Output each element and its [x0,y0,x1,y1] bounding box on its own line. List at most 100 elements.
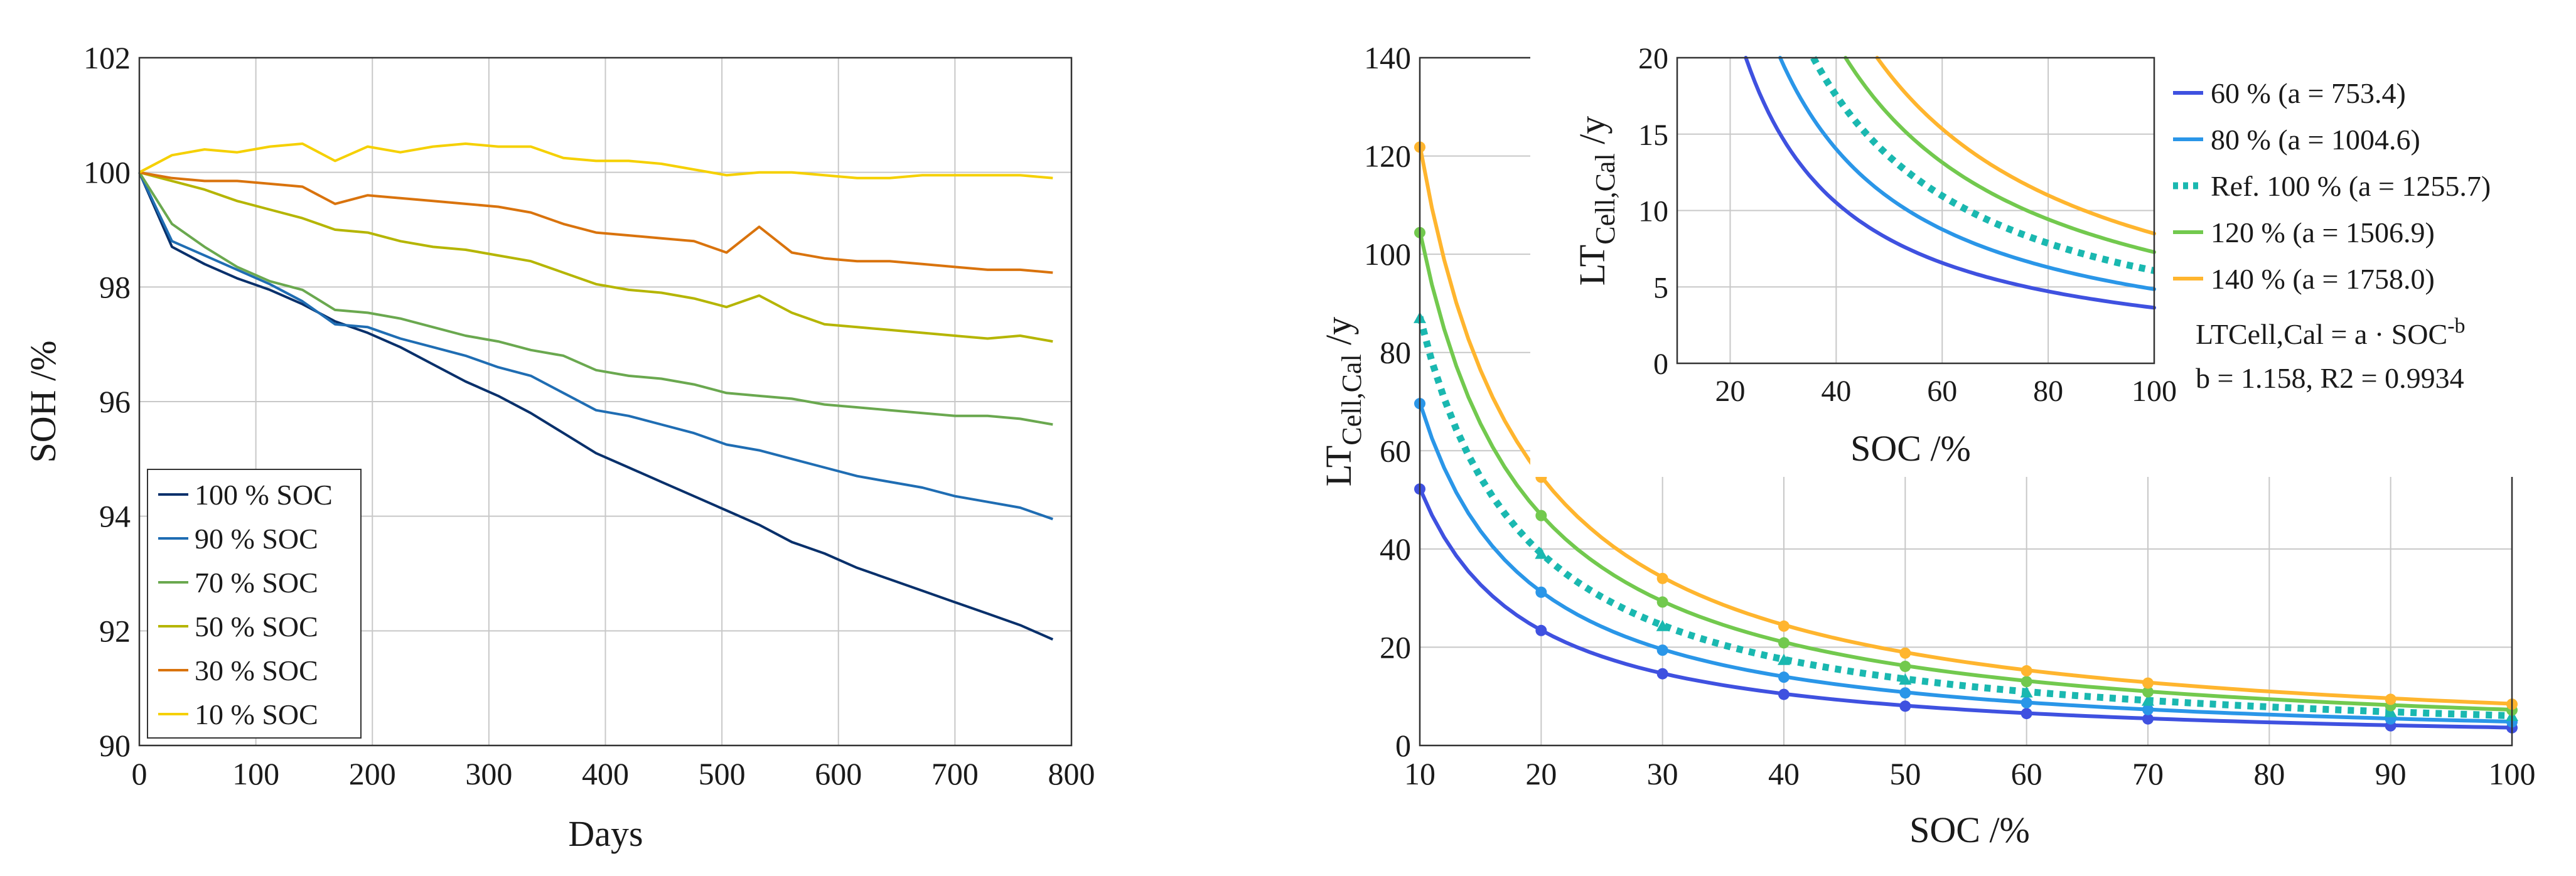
series-line-100-soc [138,171,1054,641]
y-tick-label: 120 [1364,139,1411,174]
data-point-marker [1899,673,1912,685]
x-tick-label: 40 [1821,375,1851,408]
data-point-marker [1535,547,1548,559]
formula-main: LTCell,Cal = a · SOC [2196,318,2447,350]
y-tick-label: 100 [1364,237,1411,272]
legend-label: 70 % SOC [195,567,318,599]
legend-label: 60 % (a = 753.4) [2211,77,2406,109]
y-tick-label: 100 [83,155,131,190]
inset-tick-labels: 20 40 60 80 100 0 5 10 15 20 [1638,42,2177,408]
data-point-marker [1535,510,1547,521]
inset-y-axis-label-suffix: /y [1572,116,1613,154]
x-tick-label: 500 [699,756,746,791]
data-point-marker [1899,700,1911,712]
inset-series-line [1744,56,2156,310]
series-line-30-soc [139,171,1053,274]
right-series-group [1414,141,2518,734]
data-point-marker [2142,677,2154,689]
left-y-axis-label: SOH /% [23,341,63,463]
legend-label: 140 % (a = 1758.0) [2211,263,2435,295]
x-tick-label: 300 [465,756,512,791]
left-legend: 100 % SOC 90 % SOC 70 % SOC 50 % SOC 30 % SO… [147,469,362,739]
right-y-axis-label-sub: Cell,Cal [1336,354,1367,445]
formula-text: LTCell,Cal = a · SOC-b [2196,314,2466,350]
x-tick-label: 100 [2489,756,2536,791]
x-tick-label: 80 [2253,756,2285,791]
legend-label: 50 % SOC [195,611,318,643]
data-point-marker [1778,688,1790,700]
inset-series-line [1843,56,2156,254]
data-point-marker [1899,647,1911,659]
data-point-marker [2384,705,2397,717]
left-x-axis-label: Days [568,813,643,854]
left-chart: 0 100 200 300 400 500 600 700 800 90 92 94 96 98 100 10… [23,40,1095,854]
data-point-marker [1535,624,1547,636]
series-line-50-soc [139,171,1053,343]
x-tick-label: 10 [1404,756,1436,791]
x-tick-label: 60 [1927,375,1957,408]
y-tick-label: 140 [1364,40,1411,75]
data-point-marker [1656,619,1669,631]
data-point-marker [1778,671,1790,683]
inset-y-axis-label: LTCell,Cal /y [1572,116,1621,286]
data-point-marker [1899,660,1911,672]
y-tick-label: 40 [1380,531,1411,567]
data-point-marker [2385,693,2396,705]
x-tick-label: 800 [1048,756,1095,791]
x-tick-label: 600 [815,756,862,791]
main-series-line [1416,316,2513,719]
x-tick-label: 100 [2132,375,2177,408]
data-point-marker [1656,644,1668,656]
inset-plot-frame [1676,56,2155,365]
x-tick-label: 90 [2375,756,2407,791]
data-point-marker [1656,572,1668,584]
left-plot-frame [138,56,1073,747]
left-tick-labels: 0 100 200 300 400 500 600 700 800 90 92 94 96 98 100 10… [83,40,1095,791]
main-series-line [1418,486,2514,730]
y-tick-label: 0 [1653,348,1668,381]
legend-label: 30 % SOC [195,654,318,686]
y-tick-label: 60 [1380,433,1411,468]
data-point-marker [2142,686,2154,698]
data-point-marker [2142,703,2154,715]
x-tick-label: 70 [2132,756,2164,791]
data-point-marker [2021,697,2032,708]
series-line-90-soc [138,171,1053,521]
legend-label: 120 % (a = 1506.9) [2211,216,2435,248]
data-point-marker [2021,676,2032,688]
y-tick-label: 5 [1653,271,1668,304]
right-legend: 60 % (a = 753.4) 80 % (a = 1004.6) Ref. 10… [2173,77,2491,295]
x-tick-label: 40 [1768,756,1800,791]
inset-series-line [1875,56,2156,236]
y-tick-label: 102 [83,40,131,75]
legend-label: 100 % SOC [195,479,333,511]
right-x-axis-label: SOC /% [1909,809,2030,850]
main-series-line [1418,143,2514,706]
series-line-10-soc [139,142,1053,179]
inset-x-axis-label: SOC /% [1850,428,1971,469]
inset-panel-background [1530,35,2516,477]
data-point-marker [1899,687,1911,699]
inset-y-axis-label-main: LT [1572,245,1613,286]
right-chart: 10 20 30 40 50 60 70 80 90 100020406080100120140 … [1318,35,2536,850]
x-tick-label: 0 [132,756,148,791]
inset-series-line [1778,56,2156,291]
x-tick-label: 20 [1525,756,1557,791]
y-tick-label: 20 [1380,629,1411,665]
data-point-marker [2021,665,2032,677]
y-tick-label: 0 [1395,728,1411,763]
right-y-axis-label-main: LT [1318,446,1359,487]
x-tick-label: 30 [1647,756,1678,791]
right-y-axis-label-suffix: /y [1318,317,1359,355]
x-tick-label: 700 [931,756,979,791]
data-point-marker [1778,653,1790,665]
legend-label: 10 % SOC [195,698,318,730]
y-tick-label: 90 [99,728,131,763]
x-tick-label: 400 [582,756,629,791]
inset-chart: 20 40 60 80 100 0 5 10 15 20 SOC /% LTCell,Cal /y [1572,42,2177,469]
x-tick-label: 50 [1889,756,1921,791]
legend-label: 80 % (a = 1004.6) [2211,124,2420,156]
right-y-axis-label: LTCell,Cal /y [1318,317,1367,487]
